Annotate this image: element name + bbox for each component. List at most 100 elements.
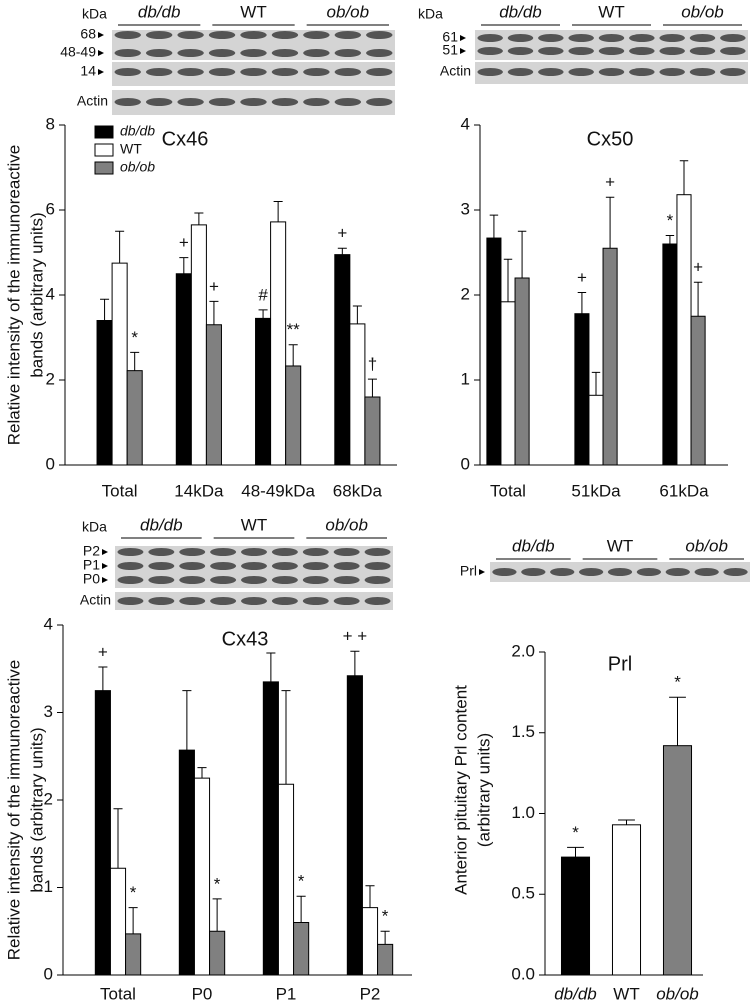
blot-band — [271, 68, 299, 76]
y-tick-label: 4 — [46, 284, 55, 303]
bar — [560, 856, 591, 976]
bar — [611, 824, 642, 976]
blot-band — [271, 98, 299, 106]
blot-band — [689, 34, 716, 42]
blot-band — [364, 576, 391, 584]
bar — [361, 907, 379, 976]
blot-group: WT — [241, 515, 267, 534]
bar — [96, 320, 113, 466]
bar — [175, 273, 192, 466]
bar — [662, 745, 693, 976]
blot-band — [271, 597, 298, 605]
band-label: Prl — [460, 563, 477, 579]
y-tick-label: 2.0 — [511, 641, 535, 660]
error-bar — [179, 257, 189, 274]
blot-band — [145, 49, 173, 57]
blot-band — [145, 68, 173, 76]
y-tick-label: 1.0 — [511, 803, 535, 822]
x-tick-label: Total — [102, 481, 138, 500]
blot-band — [333, 548, 360, 556]
bar — [500, 301, 516, 466]
legend-swatch — [94, 125, 114, 139]
error-bar — [194, 212, 204, 225]
blot-band — [303, 68, 330, 76]
blot-band — [538, 47, 564, 55]
blot-band — [210, 597, 237, 605]
blot-band — [179, 548, 206, 556]
error-bar — [665, 235, 675, 244]
x-tick-label: 51kDa — [571, 481, 621, 500]
blot-band — [720, 47, 746, 55]
blot-band — [659, 68, 685, 76]
error-bar — [337, 247, 347, 255]
error-bar — [605, 196, 615, 249]
error-bar — [296, 895, 306, 923]
error-bar — [100, 298, 110, 321]
blot-band — [659, 34, 685, 42]
blot-band — [364, 562, 391, 570]
blot-band — [477, 34, 503, 42]
annotation: * — [382, 907, 389, 926]
y-tick-label: 1 — [44, 877, 53, 896]
x-tick-label: Total — [490, 481, 526, 500]
blot-band — [117, 548, 144, 556]
blot-group: WT — [607, 536, 633, 555]
band-label: 61 — [442, 29, 458, 45]
bar — [349, 323, 366, 466]
band-label: 68 — [80, 26, 96, 42]
blot-band — [303, 31, 330, 39]
blot-band — [114, 98, 141, 106]
annotation: + — [337, 224, 347, 243]
blot-group: WT — [598, 2, 624, 21]
blot-band — [117, 597, 144, 605]
blot-band — [334, 68, 362, 76]
error-bar — [209, 300, 219, 325]
legend-label: WT — [120, 141, 142, 157]
blot-band — [241, 597, 267, 605]
blot-band — [177, 31, 204, 39]
blot-band — [271, 576, 298, 584]
y-axis-label: (arbitrary units) — [474, 733, 493, 847]
blot-band — [271, 548, 298, 556]
band-label: 51 — [442, 42, 458, 58]
error-bar — [618, 819, 635, 825]
band-arrow — [460, 35, 466, 41]
blot-band — [477, 47, 503, 55]
blot-band — [148, 562, 175, 570]
bar — [111, 262, 128, 466]
y-axis-label: bands (arbitrary units) — [27, 727, 46, 892]
blot-band — [694, 568, 719, 576]
blot-band — [148, 597, 175, 605]
annotation: + — [98, 642, 108, 661]
error-bar — [567, 846, 584, 858]
blot-band — [636, 568, 662, 576]
bar — [377, 943, 394, 976]
error-bar — [288, 344, 298, 366]
blot-band — [241, 548, 267, 556]
blot-band — [659, 47, 685, 55]
blot-band — [629, 47, 655, 55]
bar — [270, 221, 287, 466]
chart-title: Cx46 — [162, 128, 209, 150]
y-axis-label: Anterior pituitary Prl content — [451, 685, 470, 895]
chart-title: Cx43 — [222, 628, 269, 650]
blot-band — [538, 34, 564, 42]
blot-band — [177, 49, 204, 57]
blot-band — [240, 68, 267, 76]
x-tick-label: Total — [100, 984, 136, 1003]
blot-band — [366, 49, 393, 57]
bar — [293, 922, 310, 976]
error-bar — [503, 258, 513, 302]
blot-band — [302, 562, 329, 570]
blot-band — [689, 47, 716, 55]
band-arrow — [102, 549, 108, 555]
blot-band — [208, 31, 236, 39]
blot-band — [177, 98, 204, 106]
bar — [126, 370, 143, 466]
blot-band — [334, 49, 362, 57]
blot-band — [568, 34, 594, 42]
bar — [486, 237, 502, 466]
bar — [125, 933, 142, 976]
blot-band — [271, 49, 299, 57]
